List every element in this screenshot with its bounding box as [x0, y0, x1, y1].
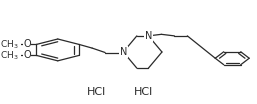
Text: HCl: HCl — [134, 87, 153, 97]
Text: O: O — [24, 39, 31, 50]
Text: CH$_3$: CH$_3$ — [0, 49, 18, 62]
Text: N: N — [120, 47, 127, 57]
Text: CH$_3$: CH$_3$ — [0, 38, 18, 51]
Text: HCl: HCl — [87, 87, 106, 97]
Text: N: N — [145, 31, 152, 41]
Text: O: O — [24, 50, 31, 60]
